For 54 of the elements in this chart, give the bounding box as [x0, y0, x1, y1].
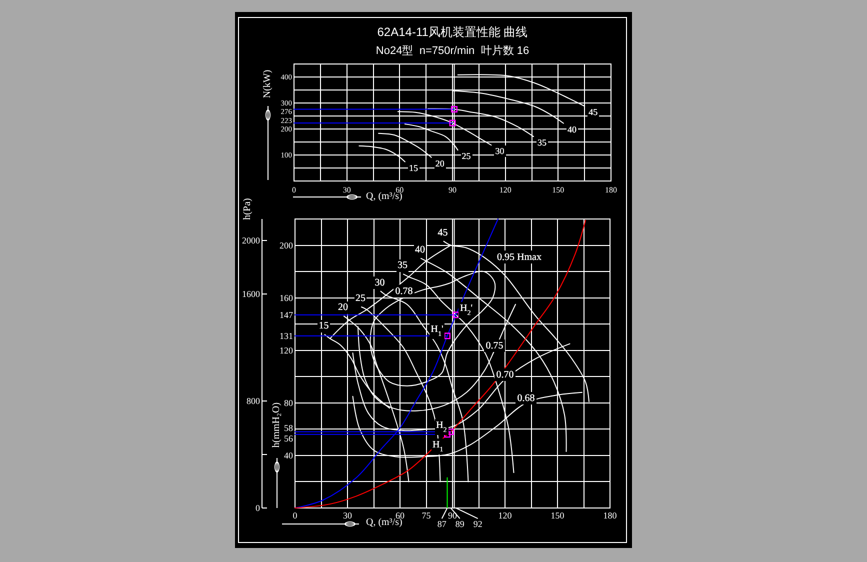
annotation: 92 [473, 519, 482, 529]
x-tick-label: 30 [342, 186, 351, 195]
annotation: 87 [437, 519, 447, 529]
series-label: 40 [415, 244, 425, 256]
annotation: 0.95 Hmax [497, 252, 542, 262]
series-label: 45 [438, 227, 448, 238]
annotation: 0.75 [486, 340, 504, 352]
y2-tick-label: 0 [256, 503, 260, 513]
annotation: 89 [455, 519, 465, 529]
x-tick-label: 180 [605, 186, 617, 195]
y-tick-label: 160 [280, 292, 294, 303]
annotation: H$_{1}$ [432, 439, 444, 454]
series-label: 15 [318, 320, 329, 332]
y2-tick-label: 800 [246, 396, 260, 406]
annotation: H$_{2}$ [436, 420, 448, 434]
x-tick-label: 90 [448, 186, 456, 195]
y-axis-title: N(kW) [262, 70, 272, 98]
series-label: 25 [462, 151, 472, 162]
y2-tick-label: 2000 [242, 235, 260, 246]
y2-axis-title: h(Pa) [242, 198, 252, 220]
series-label: 25 [356, 293, 366, 304]
x-tick-label: 150 [552, 186, 564, 195]
series-label: 15 [408, 162, 418, 173]
y-tick-label: 58 [284, 422, 294, 433]
y-tick-label: 147 [280, 310, 294, 320]
x-tick-label: 60 [396, 510, 405, 520]
series-label: 35 [398, 260, 408, 272]
y-tick-label: 120 [280, 345, 294, 356]
series-label: 30 [495, 146, 505, 156]
chart-title: 62A14-11风机装置性能 曲线 [377, 25, 528, 39]
y-tick-label: 200 [280, 240, 294, 250]
x-tick-label: 120 [499, 186, 512, 195]
x-tick-label: 120 [498, 510, 512, 520]
chart-subtitle: No24型 n=750r/min 叶片数 16 [376, 44, 530, 57]
annotation: H$_{2}$' [460, 302, 473, 317]
y-tick-label: 40 [284, 450, 294, 460]
x-tick-label: 30 [343, 510, 352, 520]
y-tick-label: 80 [284, 398, 294, 408]
series-label: 20 [435, 158, 445, 168]
annotation: 0.68 [517, 392, 535, 404]
x-tick-label: 0 [292, 186, 296, 195]
y2-tick-label: 1600 [242, 288, 260, 299]
y-tick-label: 131 [280, 330, 293, 341]
annotation: H$_{1}$' [430, 324, 444, 338]
series-label: 30 [374, 277, 385, 288]
x-tick-label: 0 [292, 510, 298, 520]
x-tick-label: 75 [422, 510, 432, 520]
y-axis-title: h(mmH₂O) [270, 402, 282, 448]
series-label: 20 [338, 302, 348, 314]
y-tick-label: 56 [284, 433, 294, 444]
x-tick-label: 150 [550, 510, 565, 520]
annotation: 0.78 [395, 286, 413, 296]
x-tick-label: 180 [603, 510, 618, 520]
annotation: 0.70 [496, 369, 514, 380]
